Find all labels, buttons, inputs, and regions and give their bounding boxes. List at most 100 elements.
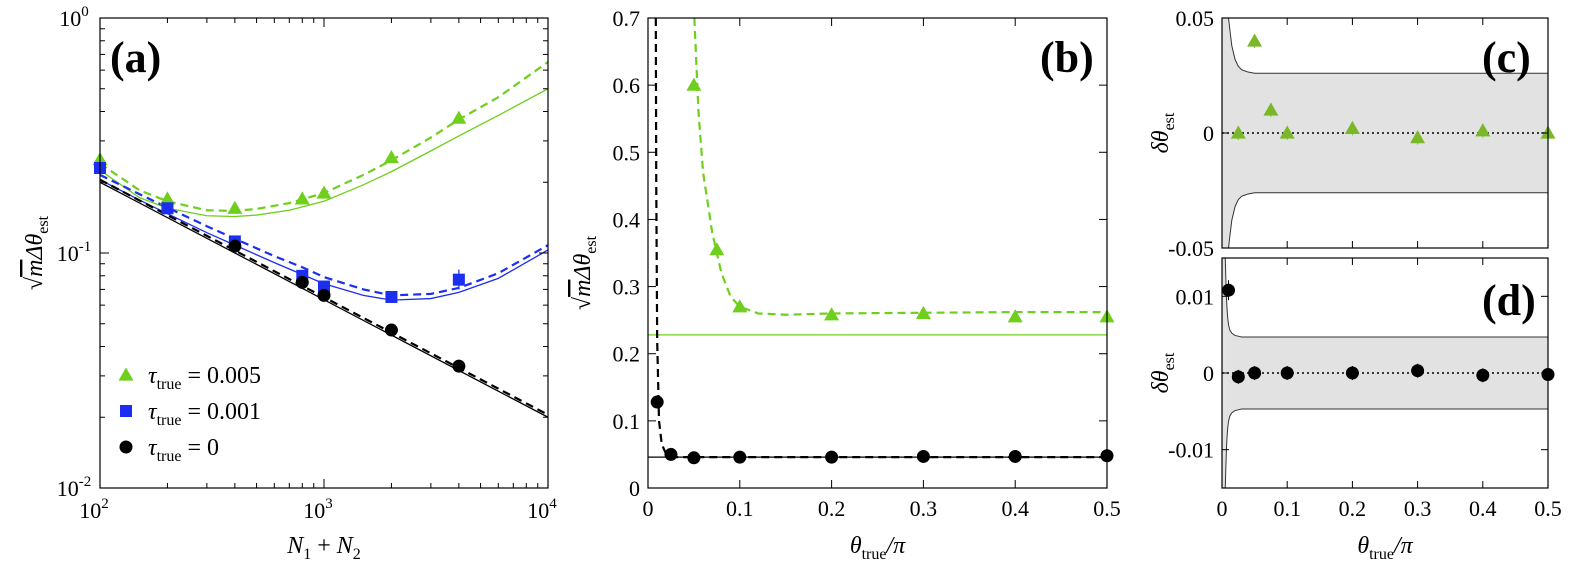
legend-label-green: τtrue = 0.005 <box>148 363 261 393</box>
x-tick-label: 0.1 <box>1273 496 1301 521</box>
panel-b: 0 0.1 0.2 0.3 0.4 0.5 0 0.1 0.2 0.3 0.4 0.5 0.6 0.7 θt… <box>570 6 1121 563</box>
data-point-green <box>824 307 840 321</box>
x-tick-label: 0.5 <box>1093 496 1121 521</box>
data-point-black <box>1411 364 1425 378</box>
data-point-black <box>228 239 242 253</box>
y-axis-label: √mΔθest <box>22 215 52 290</box>
legend-marker-blue <box>120 405 132 417</box>
panel-label: (a) <box>110 33 161 82</box>
y-tick-label: 0.1 <box>613 409 641 434</box>
data-point-black <box>1231 370 1245 384</box>
y-tick-label: -0.05 <box>1168 236 1214 261</box>
data-point-black <box>384 323 398 337</box>
y-tick-label: 0.7 <box>613 6 641 31</box>
y-axis-label: δθest <box>1148 112 1178 153</box>
data-point-black <box>1280 366 1294 380</box>
y-tick-label: 0.5 <box>613 140 641 165</box>
data-point-green <box>159 191 175 205</box>
data-point-green <box>1279 125 1295 139</box>
data-point-green <box>915 305 931 320</box>
y-tick-label: 0.05 <box>1176 6 1215 31</box>
data-point-green <box>316 185 332 199</box>
x-tick-label: 102 <box>79 496 109 523</box>
x-tick-label: 0.3 <box>1404 496 1432 521</box>
y-tick-label: 0 <box>1203 121 1214 146</box>
panel-a: 102 103 104 10-2 10-1 100 N1 + N2 √mΔθest (a) τtr… <box>22 4 557 563</box>
fit-dashed-black <box>654 17 1107 459</box>
fit-dashed-blue <box>99 173 549 297</box>
panel-b-frame <box>647 17 1108 489</box>
data-point-black <box>1222 283 1236 297</box>
y-axis-label: δθest <box>1148 352 1178 393</box>
data-point-black <box>1345 366 1359 380</box>
x-tick-label: 0.3 <box>910 496 938 521</box>
fit-dashed-green <box>99 61 549 213</box>
y-tick-label: 10-1 <box>57 239 92 266</box>
data-point-blue <box>161 202 174 215</box>
y-tick-label: 10-2 <box>57 474 92 501</box>
x-tick-label: 0.2 <box>1339 496 1367 521</box>
data-point-green <box>1475 123 1491 137</box>
x-axis-label: θtrue/π <box>850 533 906 563</box>
x-tick-label: 0.5 <box>1534 496 1562 521</box>
band-edge-lower <box>1224 408 1548 489</box>
data-point-blue <box>318 280 330 293</box>
y-tick-label: 100 <box>59 4 89 31</box>
panel-label: (d) <box>1482 276 1536 325</box>
x-axis-label: N1 + N2 <box>286 533 361 563</box>
y-tick-label: 0.2 <box>613 342 641 367</box>
data-point-green <box>1263 102 1279 116</box>
data-point-black <box>1248 366 1262 380</box>
y-tick-label: 0.01 <box>1176 284 1215 309</box>
panel-c: -0.05 0 0.05 δθest (c) <box>1148 6 1556 261</box>
data-point-green <box>294 191 310 205</box>
y-tick-label: 0.6 <box>613 73 641 98</box>
data-point-green <box>1247 33 1263 47</box>
data-point-green <box>227 200 243 214</box>
x-tick-label: 0 <box>643 496 654 521</box>
x-tick-label: 0.4 <box>1001 496 1029 521</box>
x-tick-label: 0.1 <box>726 496 754 521</box>
panel-label: (b) <box>1040 33 1094 82</box>
y-axis-label-text: δθest <box>1148 352 1178 393</box>
band-edge-lower <box>1228 192 1548 249</box>
y-axis-label: √mΔθest <box>570 235 600 310</box>
data-point-black <box>733 450 747 464</box>
y-tick-label: 0 <box>629 476 640 501</box>
data-point-green <box>732 299 748 313</box>
x-axis-label: θtrue/π <box>1357 533 1413 563</box>
x-tick-label: 0 <box>1217 496 1228 521</box>
band-edge-upper <box>1224 257 1548 338</box>
panel-d: 0 0.1 0.2 0.3 0.4 0.5 -0.01 0 0.01 δθest θtrue/π (d… <box>1148 257 1562 563</box>
y-axis-label-text: √mΔθest <box>570 235 600 310</box>
data-point-black <box>452 359 466 373</box>
y-tick-label: -0.01 <box>1168 438 1214 463</box>
panel-label: (c) <box>1482 33 1531 82</box>
legend-marker-green <box>118 367 134 381</box>
band-edge-upper <box>1228 17 1548 74</box>
data-point-green <box>451 110 467 124</box>
data-point-green <box>1410 130 1426 144</box>
data-point-black <box>687 451 701 465</box>
fit-solid-blue <box>99 179 549 301</box>
data-point-green <box>1344 120 1360 135</box>
data-point-black <box>295 275 309 289</box>
data-point-black <box>317 288 331 302</box>
data-point-black <box>664 447 678 461</box>
y-tick-label: 0 <box>1203 361 1214 386</box>
legend-marker-black <box>119 440 133 454</box>
x-tick-label: 0.2 <box>818 496 846 521</box>
data-point-green <box>1007 309 1023 323</box>
x-tick-label: 0.4 <box>1469 496 1497 521</box>
data-point-blue <box>385 290 398 303</box>
data-point-green <box>686 77 702 91</box>
data-point-black <box>825 450 839 464</box>
data-point-black <box>1008 449 1022 463</box>
x-tick-label: 104 <box>527 496 557 523</box>
legend-label-black: τtrue = 0 <box>148 435 219 465</box>
data-point-black <box>1476 368 1490 382</box>
y-tick-label: 0.3 <box>613 275 641 300</box>
data-point-black <box>916 449 930 463</box>
data-point-green <box>383 149 399 164</box>
